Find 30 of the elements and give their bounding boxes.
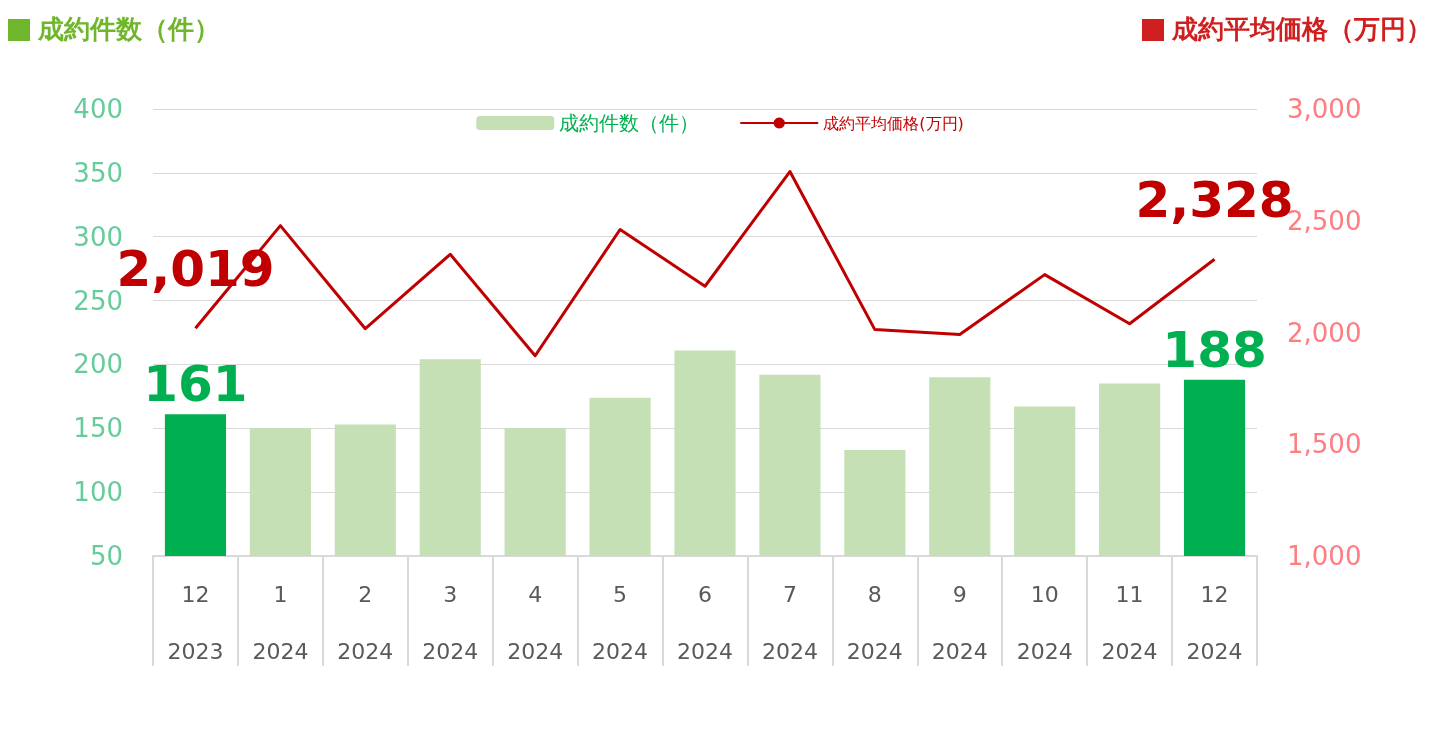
y-tick-label: 100: [73, 477, 123, 508]
data-label: 161: [143, 355, 248, 414]
category-label: 3 2024: [422, 582, 479, 664]
category-label: 12 2024: [1186, 582, 1243, 664]
category-label: 11 2024: [1101, 582, 1158, 664]
y-tick-label: 400: [73, 94, 123, 124]
category-label: 10 2024: [1016, 582, 1073, 664]
category-label: 12 2023: [167, 582, 224, 664]
y2-axis-title: 成約平均価格（万円）: [1172, 13, 1432, 46]
y-tick-label: 50: [89, 541, 123, 571]
y2-tick-label: 1,500: [1287, 429, 1362, 460]
category-label: 2 2024: [337, 582, 394, 664]
y-tick-label: 150: [73, 413, 123, 444]
category-label: 9 2024: [931, 582, 988, 664]
y2-tick-label: 1,000: [1287, 541, 1362, 571]
data-label: 188: [1162, 320, 1267, 379]
y-axis-title: 成約件数（件）: [38, 13, 220, 46]
category-label: 6 2024: [677, 582, 733, 664]
y-tick-label: 200: [73, 349, 123, 380]
y-tick-label: 350: [73, 157, 123, 188]
y2-tick-label: 2,000: [1287, 317, 1362, 348]
y2-tick-label: 3,000: [1287, 94, 1362, 124]
category-label: 7 2024: [761, 582, 818, 664]
legend-label: 成約平均価格(万円): [823, 113, 964, 133]
category-label: 5 2024: [592, 582, 649, 664]
y-tick-label: 300: [73, 221, 123, 252]
category-label: 1 2024: [252, 582, 309, 664]
legend-label: 成約件数（件）: [559, 111, 700, 135]
category-label: 4 2024: [507, 582, 564, 664]
category-label: 8 2024: [846, 582, 903, 664]
